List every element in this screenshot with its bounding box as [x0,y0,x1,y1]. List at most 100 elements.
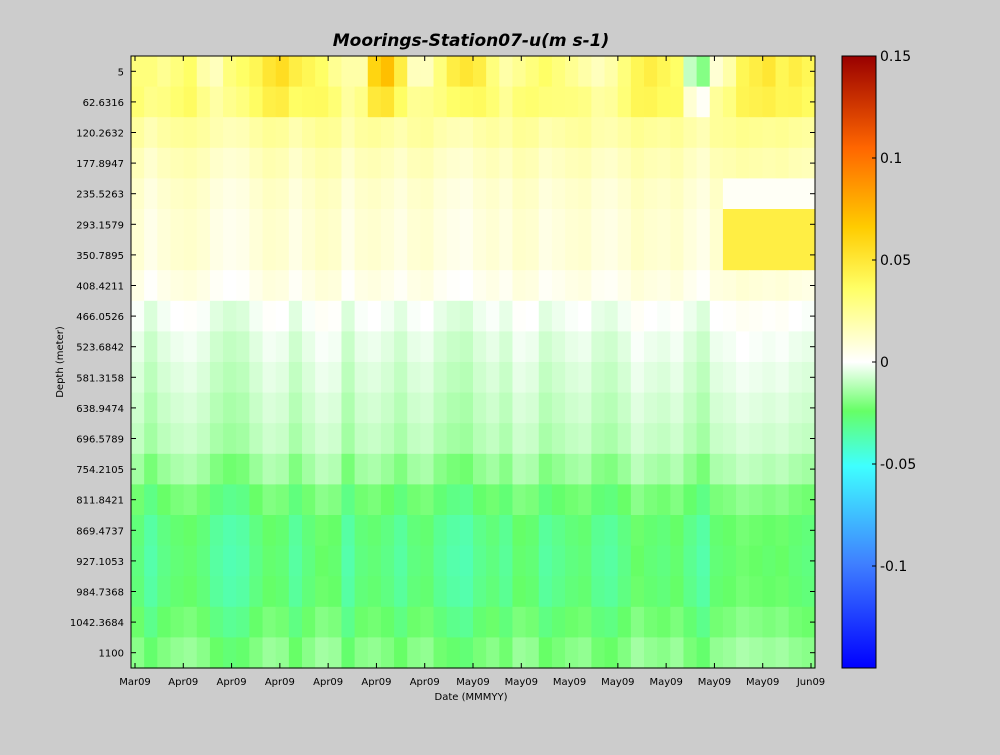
heatmap-cell [749,270,763,302]
y-tick-label: 1100 [99,649,124,660]
heatmap-cell [144,270,158,302]
heatmap-cell [328,392,343,424]
heatmap-cell [459,545,474,577]
heatmap-cell [262,392,277,424]
heatmap-cell [354,147,369,179]
heatmap-cell [131,331,145,363]
heatmap-cell [328,209,343,241]
heatmap-cell [196,515,211,547]
heatmap-cell [183,209,198,241]
heatmap-cell [341,606,356,638]
heatmap-cell [762,453,777,485]
heatmap-cell [736,239,750,271]
heatmap-cell [525,576,540,608]
heatmap-cell [131,239,145,271]
heatmap-cell [670,606,685,638]
heatmap-cell [459,331,474,363]
heatmap-cell [196,362,211,394]
heatmap-cell [473,362,487,394]
heatmap-cell [420,331,435,363]
heatmap-cell [525,515,540,547]
heatmap-cell [446,545,461,577]
heatmap-cell [722,147,737,179]
heatmap-cell [538,606,553,638]
heatmap-cell [223,392,237,424]
heatmap-cell [275,576,290,608]
heatmap-cell [538,117,553,149]
heatmap-cell [565,178,579,210]
heatmap-cell [354,423,369,455]
heatmap-cell [604,637,619,669]
heatmap-cell [473,637,487,669]
y-tick-label: 466.0526 [76,312,124,323]
heatmap-cell [446,239,461,271]
heatmap-cell [696,239,711,271]
heatmap-cell [275,300,290,332]
heatmap-cell [394,56,408,88]
y-axis-ticks: 5 62.6316 120.2632 177.8947 235.5263 293.1579… [70,67,815,660]
heatmap-cell [170,484,185,516]
heatmap-cell [183,331,198,363]
heatmap-cell [407,300,421,332]
heatmap-cell [354,392,369,424]
heatmap-cell [499,117,514,149]
heatmap-cell [762,362,777,394]
heatmap-cell [801,545,816,577]
heatmap-cell [565,86,579,118]
heatmap-cell [236,117,250,149]
heatmap-cell [565,545,579,577]
heatmap-cell [170,56,185,88]
heatmap-cell [736,545,750,577]
heatmap-cell [196,606,211,638]
heatmap-cell [249,300,264,332]
heatmap-cell [538,453,553,485]
heatmap-cell [209,576,224,608]
heatmap-cell [196,270,211,302]
heatmap-cell [683,270,698,302]
heatmap-cell [499,147,514,179]
heatmap-cell [722,209,737,241]
heatmap-cell [446,147,461,179]
heatmap-cell [196,331,211,363]
heatmap-cell [709,300,724,332]
heatmap-cell [670,515,685,547]
heatmap-cell [788,576,803,608]
heatmap-cell [288,56,303,88]
heatmap-cell [262,117,277,149]
colorbar-tick-label: -0.1 [880,559,907,575]
heatmap-cell [538,515,553,547]
heatmap-cell [433,270,448,302]
heatmap-cell [315,362,329,394]
heatmap-cell [551,147,566,179]
heatmap-cell [486,331,500,363]
heatmap-cell [736,362,750,394]
heatmap-cell [709,545,724,577]
heatmap-cell [302,86,316,118]
heatmap-cell [591,300,606,332]
heatmap-cell [420,178,435,210]
heatmap-cell [209,515,224,547]
heatmap-cell [525,300,540,332]
heatmap-cell [236,362,250,394]
heatmap-cell [473,515,487,547]
heatmap-cell [144,300,158,332]
heatmap-cell [341,86,356,118]
heatmap-cell [446,515,461,547]
heatmap-cell [367,86,382,118]
heatmap-cell [249,576,264,608]
heatmap-cell [459,56,474,88]
x-tick-label: Apr09 [217,677,247,688]
heatmap-cell [499,453,514,485]
y-tick-label: 120.2632 [76,129,124,140]
heatmap-cell [131,147,145,179]
heatmap-cell [275,515,290,547]
heatmap-cell [394,209,408,241]
heatmap-cell [538,576,553,608]
heatmap-cell [630,637,645,669]
heatmap-cell [709,209,724,241]
heatmap-cell [223,453,237,485]
heatmap-cell [762,178,777,210]
heatmap-cell [486,484,500,516]
heatmap-cell [459,362,474,394]
heatmap-cell [196,484,211,516]
